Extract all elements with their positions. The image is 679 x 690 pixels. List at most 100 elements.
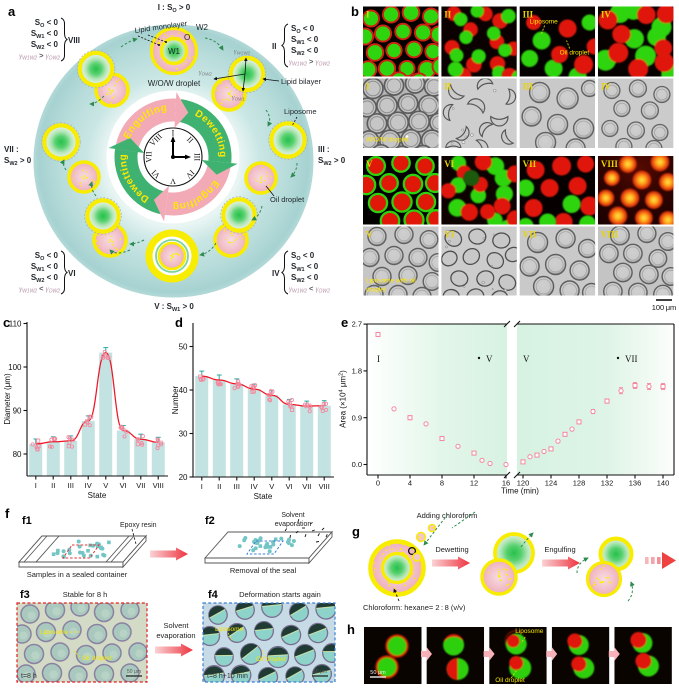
svg-text:W/O/W droplet: W/O/W droplet	[148, 79, 201, 88]
svg-text:IV: IV	[601, 10, 612, 20]
svg-text:Oil droplet: Oil droplet	[270, 195, 305, 204]
svg-text:Liposome with oil: Liposome with oil	[366, 278, 416, 285]
svg-text:V: V	[269, 482, 274, 491]
svg-text:2.7: 2.7	[352, 320, 362, 329]
svg-text:SO < 0: SO < 0	[35, 251, 59, 262]
svg-text:Oil droplet: Oil droplet	[560, 50, 590, 57]
svg-text:VI: VI	[120, 481, 127, 490]
svg-text:V: V	[170, 177, 176, 186]
svg-text:100 μm: 100 μm	[652, 303, 677, 312]
svg-text:VIII: VIII	[68, 36, 80, 45]
svg-text:b: b	[351, 4, 359, 19]
svg-text:8: 8	[440, 479, 444, 488]
svg-text:droplet: droplet	[366, 287, 386, 294]
svg-text:II: II	[51, 481, 55, 490]
svg-text:50 μm: 50 μm	[313, 669, 327, 675]
svg-text:f1: f1	[22, 515, 32, 527]
svg-text:IV: IV	[272, 269, 280, 278]
svg-text:40: 40	[179, 386, 188, 395]
svg-text:Diameter (μm): Diameter (μm)	[3, 373, 12, 425]
svg-text:VIII: VIII	[601, 159, 619, 169]
svg-text:VII: VII	[625, 354, 638, 364]
svg-text:O: O	[184, 33, 190, 42]
svg-text:Dewetting: Dewetting	[435, 545, 468, 554]
svg-text:VI: VI	[68, 269, 76, 278]
svg-text:f: f	[5, 506, 10, 521]
svg-text:136: 136	[629, 479, 642, 488]
svg-text:0.0: 0.0	[352, 460, 362, 469]
svg-text:VI: VI	[444, 159, 454, 169]
svg-text:I: I	[366, 10, 370, 20]
svg-text:e: e	[341, 315, 348, 330]
svg-text:III: III	[523, 82, 534, 92]
svg-text:VII: VII	[302, 482, 311, 491]
svg-text:IV: IV	[251, 482, 258, 491]
svg-text:100: 100	[8, 363, 22, 372]
svg-text:Oil droplet: Oil droplet	[256, 656, 286, 663]
svg-text:Deformation starts again: Deformation starts again	[239, 590, 321, 599]
svg-text:Chloroform: hexane= 2 : 8 (v/v: Chloroform: hexane= 2 : 8 (v/v)	[363, 603, 466, 612]
svg-text:I: I	[377, 354, 380, 364]
svg-text:0.9: 0.9	[352, 413, 362, 422]
svg-text:SO < 0: SO < 0	[291, 251, 315, 262]
svg-text:II: II	[217, 482, 221, 491]
svg-text:Oil droplet: Oil droplet	[82, 655, 112, 662]
svg-text:I: I	[172, 128, 175, 137]
svg-text:VI: VI	[444, 230, 454, 240]
svg-text:II: II	[185, 135, 195, 145]
svg-text:a: a	[8, 4, 16, 19]
svg-text:132: 132	[601, 479, 614, 488]
svg-text:W/O/W droplet: W/O/W droplet	[366, 137, 409, 144]
svg-text:Liposome: Liposome	[215, 626, 244, 633]
svg-text:State: State	[88, 491, 107, 500]
svg-text:Engulfing: Engulfing	[544, 545, 575, 554]
svg-text:Lipid bilayer: Lipid bilayer	[281, 77, 322, 86]
svg-text:V: V	[523, 354, 530, 364]
svg-text:Time (min): Time (min)	[501, 487, 539, 496]
svg-text:γOW2: γOW2	[199, 69, 212, 76]
svg-text:γW1W2: γW1W2	[234, 48, 251, 55]
svg-text:Samples in a sealed container: Samples in a sealed container	[27, 570, 128, 579]
svg-text:30: 30	[179, 429, 188, 438]
svg-text:SO < 0: SO < 0	[35, 18, 59, 29]
svg-text:Removal of the seal: Removal of the seal	[230, 566, 297, 575]
svg-text:Area (×104 μm2): Area (×104 μm2)	[339, 370, 348, 428]
svg-text:IV: IV	[601, 82, 612, 92]
svg-text:II: II	[272, 42, 276, 51]
svg-text:Liposome: Liposome	[515, 628, 544, 635]
svg-text:50 μm: 50 μm	[127, 669, 141, 675]
svg-text:1.8: 1.8	[352, 367, 362, 376]
svg-text:SW2 < 0: SW2 < 0	[31, 273, 59, 284]
svg-text:VII :: VII :	[4, 145, 19, 154]
svg-text:0: 0	[376, 479, 380, 488]
svg-text:90: 90	[13, 406, 22, 415]
svg-text:SW2 < 0: SW2 < 0	[291, 273, 319, 284]
svg-text:SW2 > 0: SW2 > 0	[4, 156, 32, 167]
svg-text:f3: f3	[20, 589, 30, 601]
svg-text:h: h	[347, 622, 355, 637]
svg-text:III: III	[523, 10, 534, 20]
svg-text:V: V	[366, 230, 373, 240]
svg-text:12: 12	[470, 479, 478, 488]
svg-text:VIII: VIII	[153, 481, 164, 490]
svg-text:W1: W1	[168, 47, 181, 56]
svg-text:SW2 < 0: SW2 < 0	[291, 46, 319, 57]
svg-text:SW1 < 0: SW1 < 0	[31, 262, 59, 273]
svg-text:VIII: VIII	[319, 482, 330, 491]
svg-text:Solvent: Solvent	[163, 621, 189, 630]
svg-text:120: 120	[517, 479, 530, 488]
svg-text:d: d	[175, 315, 183, 330]
svg-text:VIII: VIII	[601, 230, 619, 240]
svg-text:evaporation: evaporation	[156, 631, 195, 640]
svg-text:State: State	[254, 492, 273, 501]
svg-text:Oil droplet: Oil droplet	[495, 677, 525, 684]
svg-text:Epoxy resin: Epoxy resin	[120, 522, 157, 529]
svg-text:III :: III :	[318, 145, 330, 154]
svg-text:W2: W2	[196, 23, 209, 32]
svg-text:VII: VII	[136, 481, 145, 490]
svg-text:50 μm: 50 μm	[370, 670, 386, 676]
svg-text:V: V	[366, 159, 373, 169]
svg-text:Liposome: Liposome	[284, 107, 317, 116]
svg-text:III: III	[193, 153, 202, 161]
svg-text:evaporation: evaporation	[275, 521, 312, 528]
